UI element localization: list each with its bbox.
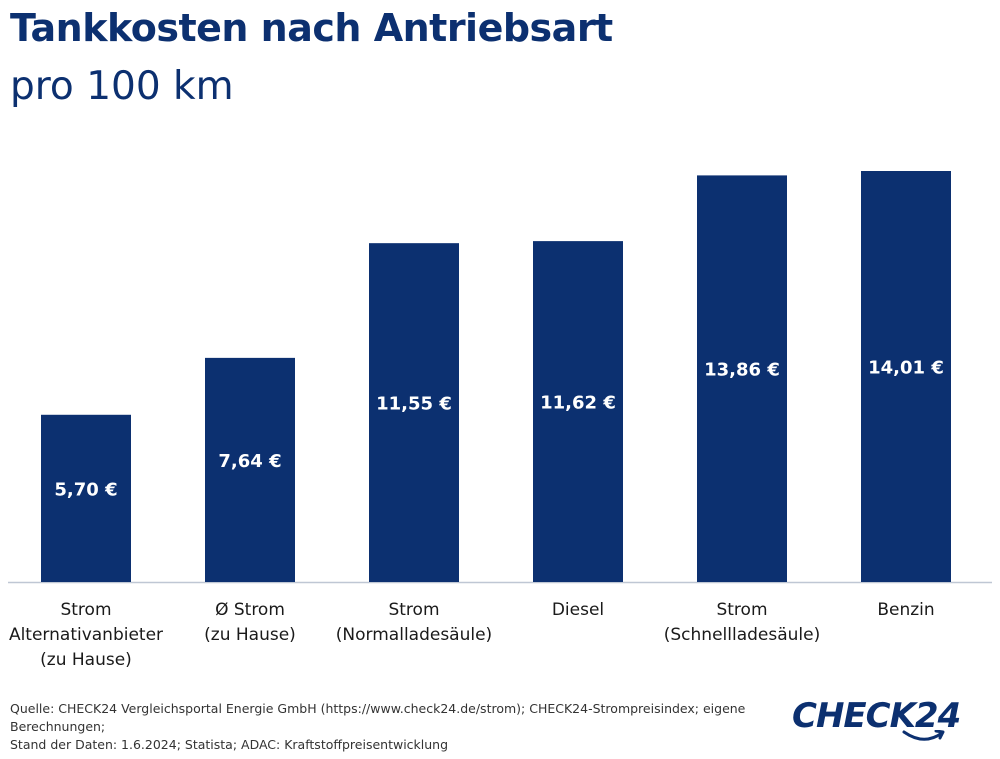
source-line-2: Stand der Daten: 1.6.2024; Statista; ADA…: [10, 737, 449, 752]
category-label: Diesel: [552, 600, 604, 620]
bar: [369, 243, 459, 582]
check24-logo: CHECK24: [792, 696, 961, 736]
bar: [41, 414, 131, 582]
bar: [533, 241, 623, 582]
category-label: Ø Strom: [215, 600, 285, 620]
category-label: (Normalladesäule): [336, 625, 492, 645]
source-line-1: Quelle: CHECK24 Vergleichsportal Energie…: [10, 701, 746, 734]
category-label: Benzin: [877, 600, 934, 620]
category-label: Strom: [388, 600, 439, 620]
bar-value-label: 14,01 €: [868, 358, 944, 379]
chart-subtitle: pro 100 km: [10, 64, 234, 109]
bar-value-label: 5,70 €: [54, 479, 117, 500]
category-label: (Schnellladesäule): [664, 625, 820, 645]
bar-value-label: 11,55 €: [376, 394, 452, 415]
category-label: Strom: [60, 600, 111, 620]
bar-chart: 5,70 € Strom Alternativanbieter (zu Hause) 7…: [8, 171, 992, 670]
category-label: (zu Hause): [40, 650, 132, 670]
bar: [697, 175, 787, 582]
bar-value-label: 13,86 €: [704, 360, 780, 381]
source-note: Quelle: CHECK24 Vergleichsportal Energie…: [10, 700, 800, 754]
logo-arc-icon: [902, 730, 945, 741]
bar-value-label: 11,62 €: [540, 393, 616, 414]
chart-title: Tankkosten nach Antriebsart: [10, 6, 613, 50]
bar: [861, 171, 951, 582]
bar: [205, 357, 295, 582]
category-label: Alternativanbieter: [9, 625, 163, 645]
bar-value-label: 7,64 €: [218, 451, 281, 472]
category-label: Strom: [716, 600, 767, 620]
category-label: (zu Hause): [204, 625, 296, 645]
